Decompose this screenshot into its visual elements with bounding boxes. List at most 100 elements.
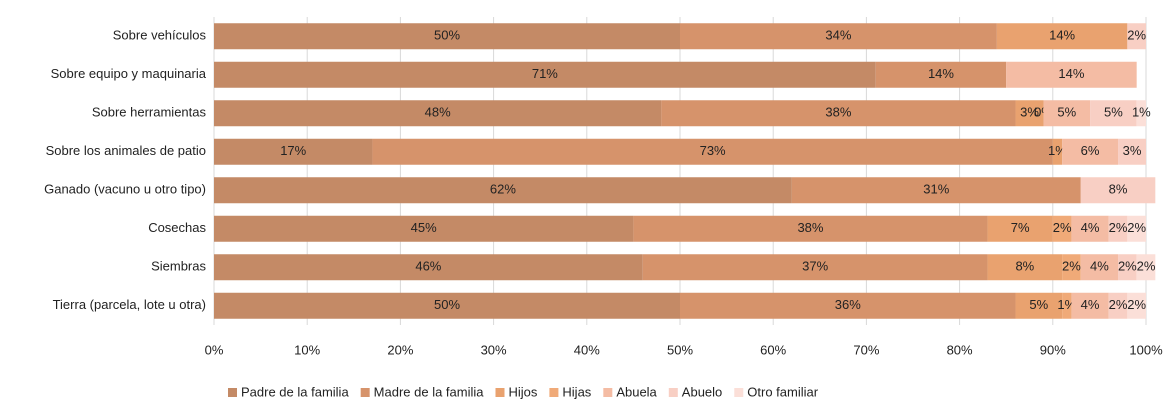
bar-segment bbox=[1080, 254, 1119, 281]
bar-segment bbox=[372, 138, 1053, 165]
bar-segment bbox=[1052, 215, 1072, 242]
bar-segment bbox=[996, 23, 1128, 50]
data-label: 4% bbox=[1090, 259, 1109, 274]
bar-segment bbox=[214, 138, 373, 165]
bar-segment bbox=[1127, 292, 1146, 319]
bar-segment bbox=[1062, 138, 1119, 165]
data-label: 8% bbox=[1015, 259, 1034, 274]
bar-segment bbox=[642, 254, 988, 281]
bar-segment bbox=[1052, 138, 1063, 165]
data-label: 37% bbox=[802, 259, 828, 274]
data-label: 2% bbox=[1127, 220, 1146, 235]
x-tick-label: 0% bbox=[205, 342, 224, 357]
bar-segment bbox=[661, 100, 1016, 127]
bar-segment bbox=[1108, 292, 1128, 319]
bar-segment bbox=[1136, 254, 1156, 281]
x-tick-label: 20% bbox=[387, 342, 413, 357]
data-label: 14% bbox=[928, 66, 954, 81]
data-label: 5% bbox=[1029, 297, 1048, 312]
bar-segment bbox=[214, 23, 680, 50]
bar-segment bbox=[1062, 254, 1081, 281]
data-label: 3% bbox=[1123, 143, 1142, 158]
data-label: 73% bbox=[700, 143, 726, 158]
legend-label: Abuelo bbox=[682, 384, 722, 399]
bar-segment bbox=[1006, 61, 1137, 88]
legend-swatch bbox=[360, 388, 370, 397]
data-label: 4% bbox=[1081, 297, 1100, 312]
x-tick-label: 40% bbox=[574, 342, 600, 357]
data-label: 45% bbox=[411, 220, 437, 235]
data-label: 1% bbox=[1132, 105, 1151, 120]
y-tick-label: Siembras bbox=[151, 259, 206, 274]
bar-segment bbox=[1071, 292, 1109, 319]
data-label: 4% bbox=[1081, 220, 1100, 235]
bar-segment bbox=[680, 23, 997, 50]
x-tick-label: 70% bbox=[853, 342, 879, 357]
data-label: 5% bbox=[1057, 105, 1076, 120]
data-label: 7% bbox=[1011, 220, 1030, 235]
y-tick-label: Tierra (parcela, lote u otra) bbox=[53, 297, 206, 312]
bar-segment bbox=[214, 61, 876, 88]
bar-segment bbox=[1127, 23, 1146, 50]
legend-swatch bbox=[228, 388, 237, 397]
bar-segment bbox=[1015, 100, 1044, 127]
data-label: 46% bbox=[415, 259, 441, 274]
data-label: 14% bbox=[1058, 66, 1084, 81]
y-tick-label: Sobre equipo y maquinaria bbox=[51, 66, 207, 81]
legend-label: Abuela bbox=[616, 384, 657, 399]
bar-segment bbox=[633, 215, 988, 242]
data-label: 3% bbox=[1020, 105, 1039, 120]
data-label: 50% bbox=[434, 297, 460, 312]
x-tick-label: 10% bbox=[294, 342, 320, 357]
bar-segment bbox=[214, 254, 643, 281]
bar-segment bbox=[1043, 100, 1091, 127]
data-label: 5% bbox=[1104, 105, 1123, 120]
bar-segment bbox=[214, 215, 634, 242]
bar-segment bbox=[214, 177, 792, 204]
y-tick-label: Sobre herramientas bbox=[92, 105, 207, 120]
bar-segment bbox=[987, 254, 1063, 281]
data-label: 2% bbox=[1053, 220, 1072, 235]
data-label: 36% bbox=[835, 297, 861, 312]
bar-segment bbox=[1062, 292, 1072, 319]
bar-segment bbox=[875, 61, 1007, 88]
data-label: 62% bbox=[490, 182, 516, 197]
data-label: 2% bbox=[1062, 259, 1081, 274]
legend-label: Padre de la familia bbox=[241, 384, 349, 399]
x-tick-label: 80% bbox=[947, 342, 973, 357]
bar-segment bbox=[987, 215, 1053, 242]
x-tick-label: 60% bbox=[760, 342, 786, 357]
data-label: 34% bbox=[825, 28, 851, 43]
bar-segment bbox=[1108, 215, 1128, 242]
bar-segment bbox=[1127, 215, 1146, 242]
bar-segment bbox=[1118, 138, 1146, 165]
bar-segment bbox=[680, 292, 1016, 319]
y-tick-label: Sobre los animales de patio bbox=[46, 143, 206, 158]
legend-label: Madre de la familia bbox=[374, 384, 485, 399]
y-tick-label: Ganado (vacuno u otro tipo) bbox=[44, 182, 206, 197]
data-label: 2% bbox=[1109, 297, 1128, 312]
bar-segment bbox=[214, 292, 680, 319]
bar-segment bbox=[1090, 100, 1137, 127]
data-label: 2% bbox=[1127, 28, 1146, 43]
data-label: 71% bbox=[532, 66, 558, 81]
legend-swatch bbox=[668, 388, 678, 397]
data-label: 17% bbox=[280, 143, 306, 158]
legend-swatch bbox=[549, 388, 559, 397]
data-label: 2% bbox=[1118, 259, 1137, 274]
data-label: 38% bbox=[797, 220, 823, 235]
data-label: 2% bbox=[1127, 297, 1146, 312]
data-label: 14% bbox=[1049, 28, 1075, 43]
legend-label: Hijas bbox=[562, 384, 591, 399]
x-tick-label: 100% bbox=[1129, 342, 1163, 357]
data-label: 48% bbox=[425, 105, 451, 120]
bar-segment bbox=[1015, 292, 1063, 319]
legend-label: Hijos bbox=[509, 384, 538, 399]
x-tick-label: 30% bbox=[481, 342, 507, 357]
y-tick-label: Sobre vehículos bbox=[113, 28, 207, 43]
x-tick-label: 50% bbox=[667, 342, 693, 357]
legend-swatch bbox=[734, 388, 744, 397]
data-label: 38% bbox=[825, 105, 851, 120]
legend-swatch bbox=[603, 388, 613, 397]
